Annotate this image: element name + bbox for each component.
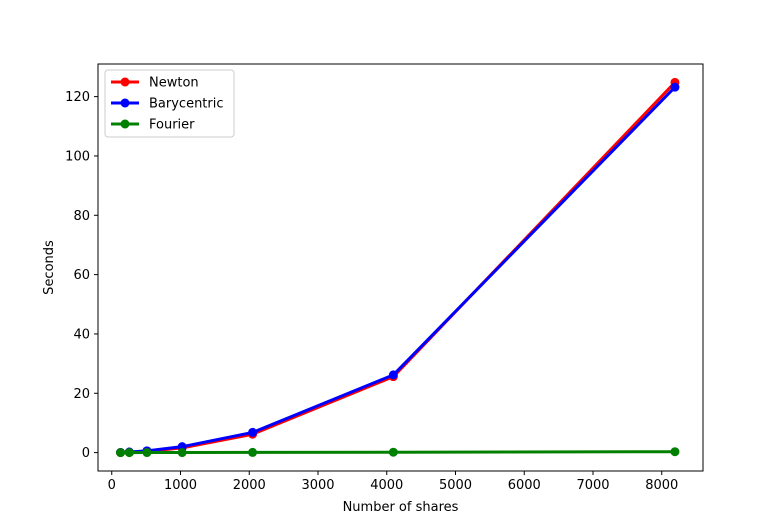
legend-label-barycentric: Barycentric [149, 97, 224, 112]
legend-label-newton: Newton [149, 76, 199, 91]
data-point-fourier [116, 448, 126, 458]
legend-box [104, 69, 235, 138]
y-axis-label: Seconds [42, 240, 57, 295]
y-tick-label: 20 [73, 387, 90, 402]
data-point-barycentric [388, 370, 398, 380]
x-tick-label: 3000 [301, 478, 334, 493]
y-tick-label: 120 [65, 90, 90, 105]
axes: 0 1000 2000 3000 4000 5000 6000 7000 8000 0 20 40 60… [65, 90, 678, 493]
x-tick-label: 8000 [645, 478, 678, 493]
plot-marks [116, 77, 680, 458]
plot-frame [97, 63, 704, 472]
x-tick-label: 2000 [233, 478, 266, 493]
x-tick-label: 7000 [576, 478, 609, 493]
y-tick-label: 0 [82, 446, 90, 461]
data-point-fourier [670, 447, 680, 457]
x-axis-label: Number of shares [343, 500, 459, 515]
y-tick-label: 100 [65, 149, 90, 164]
data-point-fourier [388, 447, 398, 457]
legend: Newton Barycentric Fourier [104, 69, 235, 138]
series-line-newton [119, 80, 678, 455]
data-point-barycentric [670, 82, 680, 92]
legend-label-fourier: Fourier [149, 118, 195, 133]
data-point-fourier [142, 448, 152, 458]
x-tick-label: 4000 [370, 478, 403, 493]
series-line-barycentric [118, 85, 678, 455]
data-point-barycentric [248, 427, 258, 437]
x-tick-label: 6000 [508, 478, 541, 493]
x-tick-label: 5000 [439, 478, 472, 493]
legend-marker-barycentric [120, 98, 130, 108]
y-tick-label: 40 [73, 327, 90, 342]
y-tick-label: 80 [73, 209, 90, 224]
legend-marker-fourier [120, 119, 130, 129]
x-tick-label: 0 [108, 478, 116, 493]
x-tick-label: 1000 [164, 478, 197, 493]
data-point-fourier [124, 448, 134, 458]
data-point-fourier [177, 448, 187, 458]
legend-marker-newton [120, 77, 130, 87]
y-tick-label: 60 [73, 268, 90, 283]
data-point-fourier [248, 447, 258, 457]
